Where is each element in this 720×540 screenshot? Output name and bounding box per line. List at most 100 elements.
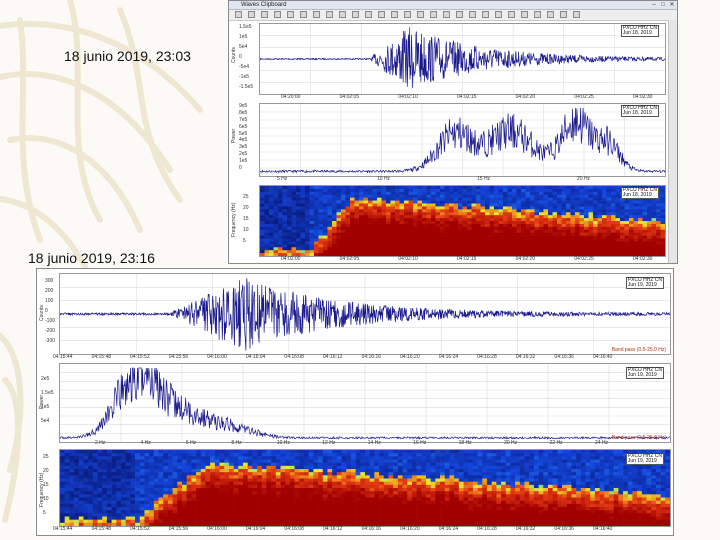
toolbar-button[interactable]: [456, 11, 463, 18]
spectrogram-cell: [440, 513, 446, 517]
spectrogram-cell: [480, 250, 486, 254]
spectrogram-cell: [444, 510, 450, 514]
spectrogram-cell: [525, 218, 531, 222]
spectrogram-cell: [491, 491, 497, 495]
spectrogram-cell: [144, 507, 150, 511]
toolbar-button[interactable]: [560, 11, 567, 18]
spectrogram-cell: [557, 472, 563, 476]
spectrogram-cell: [435, 206, 441, 210]
x-tick-label: 04:02:00: [281, 256, 301, 262]
spectrogram-cell: [350, 453, 356, 457]
spectrogram-cell: [557, 522, 563, 526]
toolbar-button[interactable]: [248, 11, 255, 18]
toolbar-button[interactable]: [313, 11, 320, 18]
toolbar-button[interactable]: [573, 11, 580, 18]
spectrogram-cell: [548, 241, 553, 245]
toolbar-button[interactable]: [365, 11, 372, 18]
spectrogram-cell: [602, 223, 607, 228]
maximize-icon[interactable]: □: [661, 2, 665, 8]
toolbar-button[interactable]: [352, 11, 359, 18]
spectrogram-cell: [233, 522, 239, 526]
spectrogram-cell: [296, 194, 301, 198]
spectrogram-cell: [597, 232, 603, 236]
toolbar-button[interactable]: [235, 11, 242, 18]
spectrogram-cell: [350, 503, 356, 508]
spectrogram-cell: [247, 472, 253, 476]
spectrogram-cell: [345, 241, 351, 245]
toolbar-button[interactable]: [300, 11, 307, 18]
spectrogram-cell: [327, 218, 333, 222]
toolbar-button[interactable]: [391, 11, 398, 18]
spectrogram-cell: [135, 519, 141, 524]
toolbar-button[interactable]: [326, 11, 333, 18]
close-icon[interactable]: ✕: [669, 2, 675, 8]
seismogram-panel[interactable]: PXCU HHZ CN Jun 18, 2019: [259, 23, 666, 95]
spectrogram-cell: [444, 223, 450, 228]
spectrogram-cell: [285, 522, 291, 526]
toolbar-button[interactable]: [378, 11, 385, 18]
spectrogram-cell: [421, 507, 427, 511]
toolbar-button[interactable]: [274, 11, 281, 18]
spectrogram-cell: [430, 522, 436, 526]
toolbar-button[interactable]: [534, 11, 541, 18]
toolbar-button[interactable]: [417, 11, 424, 18]
minimize-icon[interactable]: –: [652, 2, 656, 8]
spectrogram-cell: [463, 450, 469, 454]
spectrum-plot: [60, 364, 670, 442]
spectrogram-cell: [341, 188, 346, 193]
spectrogram-cell: [360, 484, 366, 489]
toolbar-button[interactable]: [495, 11, 502, 18]
toolbar-button[interactable]: [404, 11, 411, 18]
spectrogram-cell: [92, 513, 98, 517]
toolbar-button[interactable]: [443, 11, 450, 18]
spectrogram-cell: [620, 209, 625, 213]
toolbar-button[interactable]: [287, 11, 294, 18]
vertical-scrollbar[interactable]: [668, 20, 677, 263]
spectrogram-cell: [399, 250, 405, 254]
spectrogram-cell: [498, 250, 504, 254]
toolbar-button[interactable]: [547, 11, 554, 18]
channel-legend: PXCU HHZ CN Jun 19, 2019: [625, 277, 664, 289]
spectrogram-panel[interactable]: PXCU HHZ CN Jun 19, 2019: [59, 449, 671, 527]
spectrum-panel[interactable]: PXCU HHZ CN Jun 18, 2019: [259, 103, 666, 177]
spectrum-panel[interactable]: PXCU HHZ CN Jun 19, 2019 Band pass (0.5-…: [59, 363, 671, 443]
spectrogram-cell: [570, 238, 576, 242]
toolbar-button[interactable]: [261, 11, 268, 18]
spectrogram-cell: [350, 465, 356, 470]
spectrogram-cell: [177, 456, 183, 460]
spectrogram-panel[interactable]: PXCU HHZ CN Jun 18, 2019: [259, 185, 666, 257]
spectrogram-cell: [530, 186, 535, 190]
spectrogram-cell: [318, 481, 324, 486]
spectrogram-cell: [260, 215, 265, 219]
spectrogram-cell: [421, 469, 427, 473]
toolbar-button[interactable]: [430, 11, 437, 18]
spectrogram-cell: [494, 218, 499, 222]
toolbar-button[interactable]: [482, 11, 489, 18]
spectrogram-cell: [304, 472, 309, 476]
spectrogram-cell: [327, 206, 333, 210]
spectrogram-cell: [177, 450, 183, 454]
toolbar-button[interactable]: [339, 11, 346, 18]
spectrogram-cell: [501, 459, 507, 463]
spectrogram-cell: [243, 491, 248, 495]
spectrogram-cell: [369, 503, 375, 508]
spectrogram-cell: [186, 469, 192, 473]
spectrogram-cell: [355, 507, 361, 511]
spectrogram-cell: [395, 197, 400, 201]
spectrogram-cell: [88, 456, 94, 460]
spectrogram-cell: [377, 206, 382, 210]
spectrogram-cell: [278, 188, 283, 193]
seismogram-panel[interactable]: PXCU HHZ CN Jun 19, 2019 Band pass (0.5-…: [59, 273, 671, 355]
spectrogram-cell: [269, 244, 274, 248]
spectrogram-cell: [336, 235, 342, 239]
spectrogram-cell: [257, 484, 263, 489]
spectrogram-cell: [611, 215, 616, 219]
spectrogram-cell: [336, 188, 342, 193]
spectrogram-cell: [368, 218, 373, 222]
spectrogram-cell: [377, 186, 382, 190]
x-tick-label: 04:15:52: [130, 354, 150, 360]
spectrogram-cell: [116, 453, 122, 457]
toolbar-button[interactable]: [469, 11, 476, 18]
toolbar-button[interactable]: [508, 11, 515, 18]
toolbar-button[interactable]: [521, 11, 528, 18]
